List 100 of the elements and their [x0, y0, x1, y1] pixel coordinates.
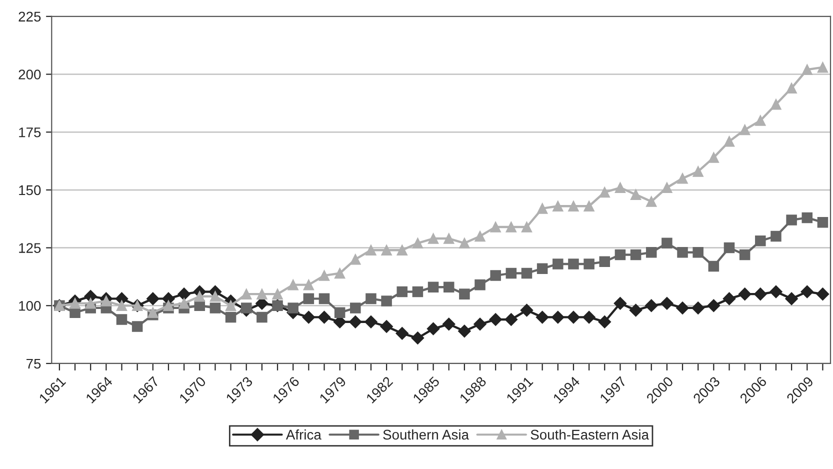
point: [194, 290, 206, 302]
point: [178, 288, 190, 300]
point: [692, 247, 704, 258]
point: [599, 186, 610, 198]
point: [584, 258, 594, 270]
point: [506, 268, 517, 279]
point: [800, 285, 814, 298]
point: [288, 279, 298, 290]
point: [786, 214, 797, 226]
point: [786, 82, 797, 94]
point: [210, 302, 221, 314]
point: [178, 298, 190, 309]
point: [116, 314, 128, 325]
point: [677, 172, 688, 184]
point: [210, 290, 221, 302]
point: [412, 238, 424, 249]
point: [755, 115, 766, 126]
y-tick-label: 100: [19, 300, 41, 311]
point: [381, 296, 392, 306]
point: [584, 200, 594, 212]
point: [350, 302, 361, 314]
point: [459, 238, 470, 249]
point: [536, 263, 548, 274]
point: [738, 288, 752, 300]
y-tick-label: 75: [26, 358, 41, 369]
point: [630, 189, 642, 200]
point: [506, 222, 517, 232]
point: [288, 302, 298, 314]
y-tick-label: 150: [19, 185, 41, 196]
y-tick-label: 175: [19, 128, 41, 138]
point: [676, 302, 689, 314]
point: [412, 286, 424, 298]
point: [303, 293, 314, 304]
point: [381, 244, 392, 256]
point: [707, 299, 720, 312]
point: [348, 315, 362, 328]
point: [474, 230, 486, 242]
point: [443, 233, 454, 244]
point: [646, 196, 657, 207]
point: [225, 312, 236, 323]
point: [146, 292, 160, 306]
point: [770, 98, 782, 110]
point: [334, 268, 346, 279]
point: [396, 286, 408, 298]
point: [614, 296, 627, 310]
point: [459, 288, 470, 300]
point: [630, 249, 642, 260]
point: [163, 300, 174, 312]
point: [366, 293, 376, 304]
point: [303, 279, 314, 290]
point: [708, 152, 720, 163]
point: [785, 292, 798, 306]
point: [724, 136, 735, 147]
point: [380, 320, 393, 333]
point: [490, 270, 501, 281]
y-tick-label: 225: [18, 12, 41, 22]
point: [70, 298, 80, 309]
point: [692, 166, 704, 177]
point: [692, 302, 705, 314]
point: [552, 258, 564, 270]
point: [536, 203, 548, 214]
point: [100, 296, 112, 306]
y-tick-label: 200: [18, 70, 41, 80]
point: [754, 288, 767, 300]
point: [240, 302, 252, 314]
point: [350, 254, 361, 265]
point: [708, 260, 720, 272]
point: [770, 230, 782, 242]
point: [739, 124, 750, 136]
point: [551, 310, 564, 324]
point: [474, 318, 486, 331]
point: [660, 296, 674, 310]
point: [334, 307, 346, 318]
point: [552, 200, 564, 212]
point: [411, 332, 424, 344]
point: [816, 288, 830, 300]
point: [302, 310, 316, 324]
point: [442, 318, 456, 331]
point: [132, 321, 143, 332]
point: [802, 212, 813, 224]
y-tick-label: 125: [19, 243, 41, 253]
point: [599, 256, 610, 268]
point: [458, 324, 471, 338]
point: [70, 307, 80, 318]
point: [366, 244, 376, 256]
point: [662, 238, 672, 249]
point: [598, 315, 612, 328]
point: [474, 279, 486, 290]
point: [614, 249, 626, 260]
point: [724, 242, 735, 254]
point: [536, 310, 549, 324]
point: [520, 304, 534, 317]
point: [504, 313, 518, 326]
point: [722, 292, 736, 306]
point: [567, 310, 580, 324]
point: [256, 312, 268, 323]
point: [817, 216, 828, 228]
point: [582, 310, 596, 324]
point: [318, 293, 330, 304]
point: [396, 244, 408, 256]
